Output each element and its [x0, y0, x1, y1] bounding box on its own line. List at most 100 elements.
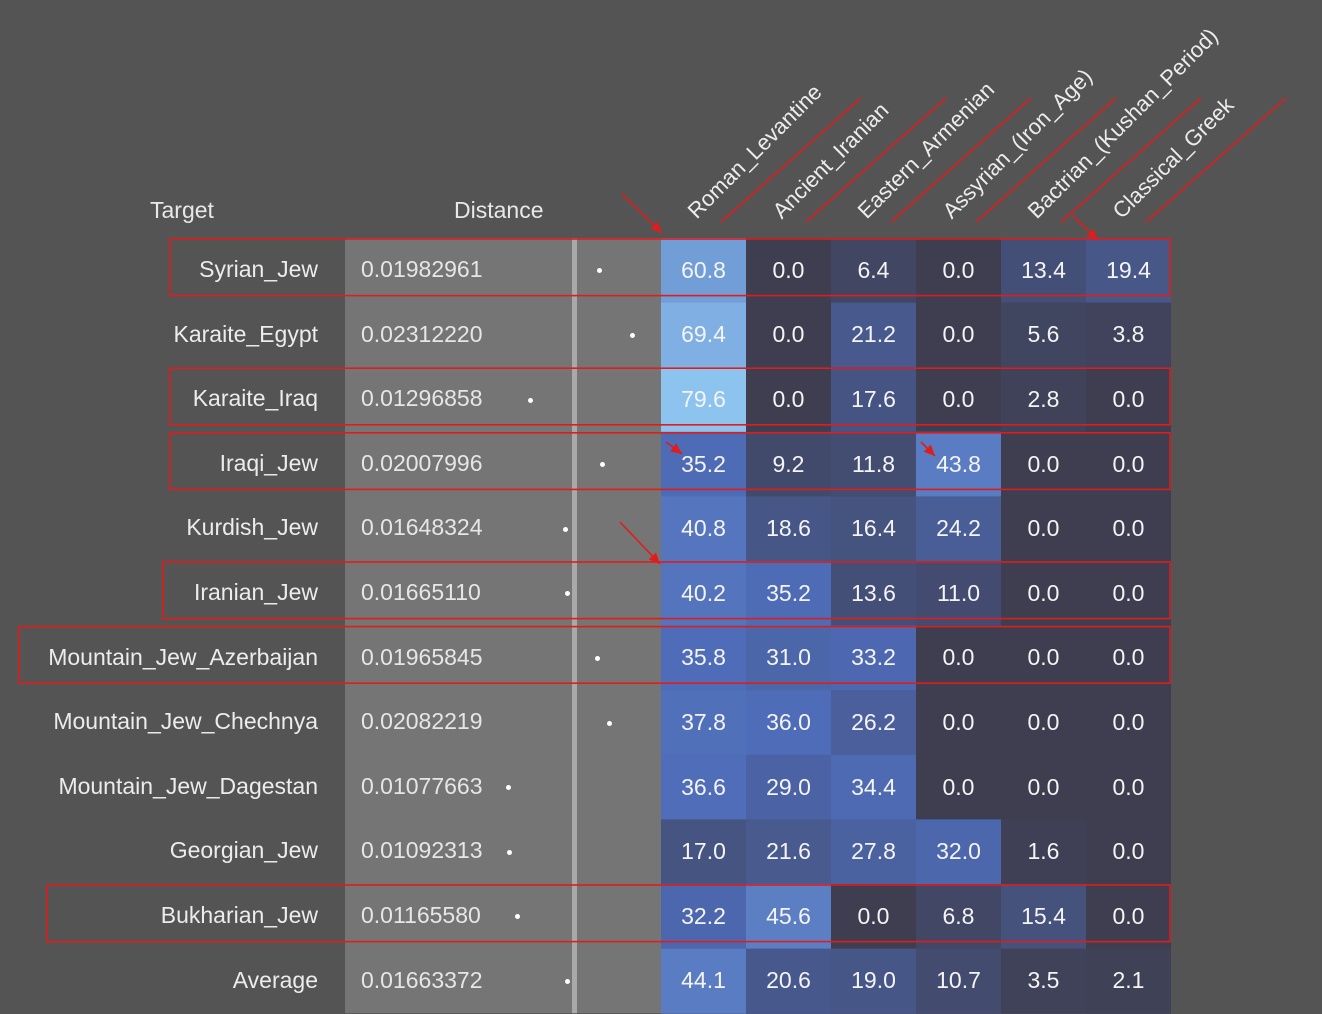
heatmap-cell-value: 3.5 — [1027, 967, 1060, 994]
target-label: Iraqi_Jew — [219, 449, 318, 476]
heatmap-cell-value: 21.2 — [851, 321, 896, 348]
distance-value: 0.01092313 — [361, 837, 483, 864]
heatmap-cell-value: 0.0 — [1112, 838, 1145, 865]
distance-dot — [564, 978, 570, 984]
target-label: Mountain_Jew_Azerbaijan — [48, 643, 318, 670]
distance-value: 0.01648324 — [361, 514, 483, 541]
heatmap-cell-value: 34.4 — [851, 773, 896, 800]
header-underline — [1060, 97, 1202, 223]
target-header: Target — [150, 197, 214, 223]
highlight-box — [46, 884, 1171, 943]
heatmap-cell-value: 0.0 — [1112, 644, 1145, 671]
heatmap-cell — [1001, 431, 1086, 497]
heatmap-cell-value: 21.6 — [766, 838, 811, 865]
heatmap-cell — [1086, 884, 1171, 950]
highlight-box — [169, 238, 1171, 297]
heatmap-cell-value: 0.0 — [1027, 450, 1060, 477]
heatmap-cell — [831, 561, 916, 627]
heatmap-cell — [746, 948, 831, 1014]
heatmap-cell — [661, 367, 746, 433]
heatmap-cell — [916, 819, 1001, 885]
heatmap-cell — [746, 496, 831, 562]
heatmap-cell — [746, 884, 831, 950]
distance-value: 0.01296858 — [361, 385, 483, 412]
heatmap-cell-value: 0.0 — [772, 321, 805, 348]
heatmap-cell-value: 15.4 — [1021, 902, 1066, 929]
heatmap-cell — [746, 625, 831, 691]
heatmap-cell — [1086, 819, 1171, 885]
heatmap-cell-value: 79.6 — [681, 385, 726, 412]
distance-dot — [595, 655, 601, 661]
heatmap-cell — [916, 690, 1001, 756]
heatmap-cell-value: 0.0 — [1112, 579, 1145, 606]
heatmap-cell — [831, 238, 916, 304]
heatmap-cell — [1001, 238, 1086, 304]
heatmap-cell-value: 0.0 — [1112, 385, 1145, 412]
heatmap-cell — [661, 884, 746, 950]
distance-dot — [607, 720, 613, 726]
heatmap-cell — [831, 754, 916, 820]
heatmap-cell — [1086, 690, 1171, 756]
target-label: Iranian_Jew — [193, 579, 318, 605]
header-underline — [805, 97, 947, 223]
heatmap-cell-value: 35.8 — [681, 644, 726, 671]
heatmap-cell-value: 13.4 — [1021, 256, 1066, 283]
heatmap-cell-value: 0.0 — [772, 385, 805, 412]
target-label: Average — [232, 966, 318, 993]
heatmap-cell-value: 0.0 — [1112, 708, 1145, 735]
heatmap-cell-value: 17.6 — [851, 385, 896, 412]
distance-dot — [507, 849, 513, 855]
heatmap-cell — [916, 884, 1001, 950]
highlight-box — [18, 625, 1171, 684]
heatmap-cell — [746, 754, 831, 820]
heatmap-cell — [916, 238, 1001, 304]
heatmap-cell — [916, 496, 1001, 562]
heatmap-cell-value: 0.0 — [1027, 579, 1060, 606]
heatmap-cell-value: 2.8 — [1027, 385, 1060, 412]
heatmap-cell-value: 19.4 — [1106, 256, 1151, 283]
distance-value: 0.01982961 — [361, 256, 483, 282]
heatmap-cell-value: 11.0 — [936, 579, 981, 606]
heatmap-cell — [746, 367, 831, 433]
arrow-head — [648, 552, 660, 564]
heatmap-cell-value: 27.8 — [851, 838, 896, 865]
heatmap-cell — [831, 431, 916, 497]
heatmap-cell — [916, 561, 1001, 627]
heatmap-cell-value: 6.4 — [857, 256, 890, 283]
arrow-head — [650, 221, 662, 233]
distance-value: 0.01663372 — [361, 966, 483, 993]
distance-dot — [514, 914, 520, 920]
heatmap-cell-value: 0.0 — [772, 256, 805, 283]
heatmap-cell — [916, 367, 1001, 433]
heatmap-cell-value: 1.6 — [1027, 838, 1060, 865]
heatmap-cell — [1086, 948, 1171, 1014]
heatmap-cell-value: 0.0 — [1027, 773, 1060, 800]
heatmap-cell — [746, 302, 831, 368]
distance-dot — [527, 397, 533, 403]
target-label: Karaite_Iraq — [192, 385, 318, 412]
heatmap-cell — [831, 690, 916, 756]
heatmap-cell-value: 0.0 — [942, 773, 975, 800]
heatmap-cell-value: 0.0 — [1112, 515, 1145, 542]
heatmap-cell-value: 40.2 — [681, 579, 726, 606]
distance-axis-line — [572, 238, 577, 1014]
heatmap-cell — [1001, 625, 1086, 691]
highlight-box — [169, 431, 1171, 491]
heatmap-cell-value: 24.2 — [936, 515, 981, 542]
heatmap-cell — [746, 431, 831, 497]
heatmap-cell-value: 0.0 — [1112, 773, 1145, 800]
heatmap-cell — [916, 431, 1001, 497]
distance-value: 0.01665110 — [361, 579, 481, 605]
heatmap-cell-value: 0.0 — [1112, 902, 1145, 929]
heatmap-cell-value: 0.0 — [857, 902, 890, 929]
highlight-box — [162, 561, 1171, 620]
heatmap-cell-value: 0.0 — [1027, 644, 1060, 671]
heatmap-cell — [661, 496, 746, 562]
distance-value: 0.02082219 — [361, 708, 483, 735]
distance-value: 0.02312220 — [361, 320, 483, 347]
heatmap-cell-value: 0.0 — [1027, 708, 1060, 735]
heatmap-cell — [661, 561, 746, 627]
heatmap-cell-value: 18.6 — [766, 515, 811, 542]
